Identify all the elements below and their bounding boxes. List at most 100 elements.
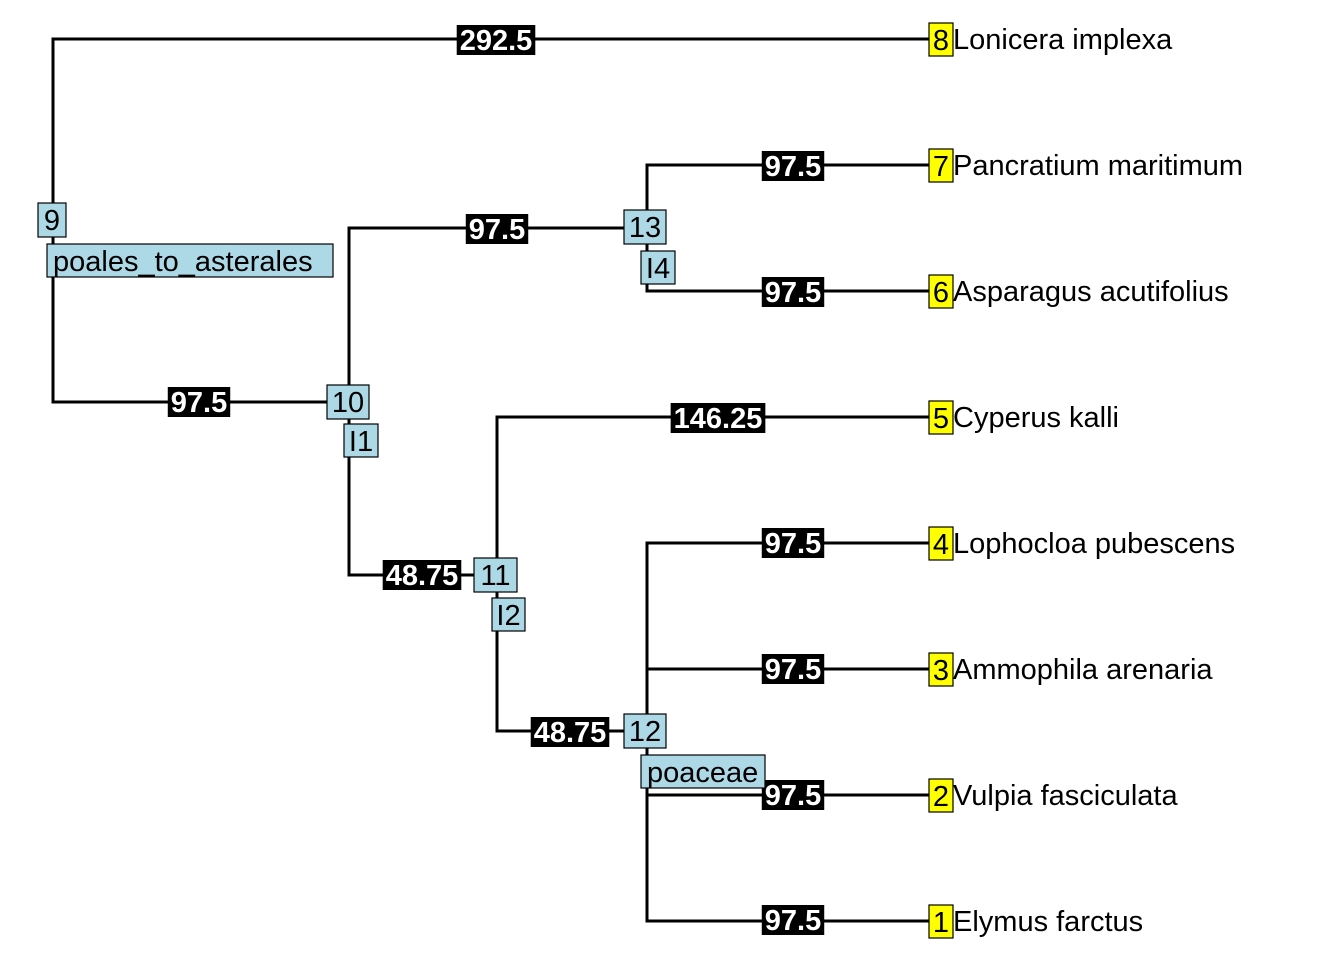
internal-node-9: 9 — [37, 202, 67, 238]
tip-6: 6 Asparagus acutifolius — [928, 274, 1229, 309]
tip-7: 7 Pancratium maritimum — [928, 148, 1243, 183]
tip-name: Lophocloa pubescens — [953, 528, 1235, 560]
internal-node-sublabel-box — [640, 754, 766, 789]
tip-node-id: 5 — [933, 403, 949, 435]
branch-length-labels: 292.5 97.5 97.5 48.75 97.5 97.5 146.25 48.75 97.… — [167, 25, 825, 937]
branch-length-text: 292.5 — [460, 25, 533, 57]
tip-name: Ammophila arenaria — [953, 654, 1213, 686]
branch-length-label: 48.75 — [382, 560, 462, 592]
branch-length-text: 97.5 — [765, 780, 821, 812]
tip-node-id: 8 — [933, 25, 949, 57]
internal-node-id: 12 — [629, 716, 661, 748]
tip-labels: 1 Elymus farctus 2 Vulpia fasciculata 3 Ammop… — [928, 22, 1243, 939]
internal-node-id: 10 — [332, 387, 364, 419]
branch-length-text: 97.5 — [765, 277, 821, 309]
internal-node-box — [623, 713, 667, 749]
tip-node-box — [928, 778, 954, 813]
tip-3: 3 Ammophila arenaria — [928, 652, 1213, 687]
internal-node-11: 11 — [473, 557, 518, 593]
tip-1: 1 Elymus farctus — [928, 904, 1143, 939]
branch-length-box — [167, 387, 231, 417]
branch-length-text: 48.75 — [386, 560, 459, 592]
internal-node-sublabel-text: I4 — [646, 253, 670, 285]
tip-node-id: 7 — [933, 151, 949, 183]
branch-length-label: 97.5 — [761, 528, 825, 560]
branch-length-text: 97.5 — [765, 151, 821, 183]
branch-length-text: 97.5 — [171, 387, 227, 419]
internal-node-10: 10 — [326, 384, 370, 420]
tip-node-id: 3 — [933, 655, 949, 687]
tip-8: 8 Lonicera implexa — [928, 22, 1173, 57]
internal-node-box — [37, 202, 67, 238]
branch-length-label: 146.25 — [670, 403, 766, 435]
internal-node-sublabel-10: I1 — [343, 423, 379, 458]
branch-length-label: 97.5 — [761, 905, 825, 937]
branch-length-text: 97.5 — [765, 905, 821, 937]
internal-node-sublabel-text: I1 — [349, 426, 373, 458]
tip-node-id: 2 — [933, 781, 949, 813]
branch-length-box — [465, 214, 529, 244]
tip-name: Asparagus acutifolius — [953, 276, 1229, 308]
branch-length-box — [670, 403, 766, 433]
internal-node-12: 12 — [623, 713, 667, 749]
branch-length-label: 97.5 — [761, 780, 825, 812]
branch-length-text: 97.5 — [765, 654, 821, 686]
internal-node-box — [326, 384, 370, 420]
branch-length-box — [530, 717, 610, 747]
internal-node-id: 9 — [44, 205, 60, 237]
tip-name: Pancratium maritimum — [953, 150, 1243, 182]
internal-node-id: 11 — [480, 560, 510, 592]
branch-length-box — [761, 654, 825, 684]
internal-node-sublabel-text: poales_to_asterales — [53, 246, 313, 278]
internal-node-sublabel-box — [640, 250, 676, 285]
internal-node-id: 13 — [629, 212, 661, 244]
branch-length-label: 97.5 — [761, 277, 825, 309]
branch-length-label: 97.5 — [761, 654, 825, 686]
branch-length-box — [761, 528, 825, 558]
branch-length-box — [761, 277, 825, 307]
internal-node-sublabel-text: I2 — [496, 600, 520, 632]
tip-name: Elymus farctus — [953, 906, 1143, 938]
branch-length-label: 97.5 — [465, 214, 529, 246]
tip-node-box — [928, 652, 954, 687]
tip-name: Vulpia fasciculata — [953, 780, 1178, 812]
internal-node-sublabel-13: I4 — [640, 250, 676, 285]
branch-length-box — [761, 780, 825, 810]
tip-node-box — [928, 904, 954, 939]
internal-node-sublabel-box — [343, 423, 379, 458]
tip-2: 2 Vulpia fasciculata — [928, 778, 1178, 813]
tip-name: Lonicera implexa — [953, 24, 1173, 56]
tip-4: 4 Lophocloa pubescens — [928, 526, 1235, 561]
branch-length-box — [382, 560, 462, 590]
branch-length-box — [761, 905, 825, 935]
tip-node-box — [928, 22, 954, 57]
branch-length-text: 97.5 — [765, 528, 821, 560]
tip-node-box — [928, 148, 954, 183]
branch-length-label: 48.75 — [530, 717, 610, 749]
internal-node-box — [473, 557, 518, 593]
internal-node-box — [623, 209, 667, 245]
tip-name: Cyperus kalli — [953, 402, 1119, 434]
branch-length-box — [761, 151, 825, 181]
internal-node-sublabel-box — [491, 597, 526, 632]
branch-length-box — [456, 25, 536, 55]
branch-length-label: 97.5 — [167, 387, 231, 419]
branch-length-label: 292.5 — [456, 25, 536, 57]
tip-node-id: 4 — [933, 529, 949, 561]
tip-node-id: 6 — [933, 277, 949, 309]
tip-node-box — [928, 274, 954, 309]
internal-node-sublabel-text: poaceae — [647, 757, 758, 789]
node-labels: 9 poales_to_asterales 10 I1 11 I2 12 poaceae 13 I… — [37, 202, 766, 789]
internal-node-sublabel-11: I2 — [491, 597, 526, 632]
internal-node-sublabel-9: poales_to_asterales — [46, 243, 334, 278]
branch-length-text: 48.75 — [534, 717, 607, 749]
tip-node-box — [928, 526, 954, 561]
tip-node-box — [928, 400, 954, 435]
internal-node-sublabel-12: poaceae — [640, 754, 766, 789]
internal-node-13: 13 — [623, 209, 667, 245]
internal-node-sublabel-box — [46, 243, 334, 278]
branch-length-label: 97.5 — [761, 151, 825, 183]
branch-length-text: 97.5 — [469, 214, 525, 246]
tip-node-id: 1 — [933, 907, 949, 939]
